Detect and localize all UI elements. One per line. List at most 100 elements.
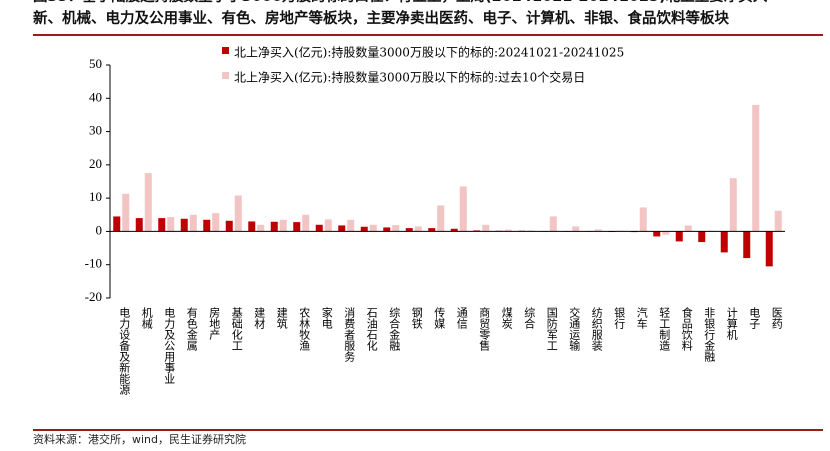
y-tick-label: -10 <box>85 256 102 271</box>
figure-title-line1: 图35：基于陆股通持股数量小于3000万股的标的口径：行业上，上周(202410… <box>33 0 830 8</box>
title-rule <box>33 34 823 36</box>
x-category-label: 房地产 <box>208 307 221 341</box>
bar-series2-电力设备及新能源 <box>122 193 130 232</box>
bar-series2-石油石化 <box>369 224 377 232</box>
bar-series2-综合金融 <box>392 225 400 232</box>
bar-series2-医药 <box>774 210 782 232</box>
bar-series2-汽车 <box>639 207 647 232</box>
x-category-label: 银行 <box>613 306 626 330</box>
x-category-label: 电子 <box>748 307 761 329</box>
legend-label-1: 北上净买入(亿元):持股数量3000万股以下的标的:20241021-20241… <box>234 45 624 60</box>
x-category-label: 建筑 <box>275 306 288 329</box>
x-category-label: 煤炭 <box>500 307 513 330</box>
bar-series1-电力设备及新能源 <box>113 216 121 232</box>
x-category-label: 消费者服务 <box>343 306 356 362</box>
legend-swatch-2 <box>222 72 229 79</box>
bar-series2-家电 <box>324 219 332 232</box>
x-category-label: 钢铁 <box>410 307 423 329</box>
bar-series2-通信 <box>459 186 467 232</box>
bar-series2-消费者服务 <box>347 219 355 232</box>
bar-series1-食品饮料 <box>675 231 683 242</box>
bar-series1-电子 <box>743 231 751 259</box>
bar-series1-计算机 <box>720 231 728 253</box>
y-tick-label: 10 <box>89 189 102 204</box>
bar-series2-房地产 <box>212 213 220 232</box>
y-tick-label: 50 <box>89 56 102 71</box>
bar-series1-房地产 <box>203 219 211 232</box>
bar-series1-传媒 <box>428 228 436 232</box>
bar-series2-国防军工 <box>549 216 557 232</box>
bars <box>113 104 782 267</box>
x-category-label: 电力设备及新能源 <box>118 307 131 396</box>
bar-series2-电力及公用事业 <box>167 217 175 232</box>
x-category-label: 有色金属 <box>185 306 198 352</box>
bar-chart: 北上净买入(亿元):持股数量3000万股以下的标的:20241021-20241… <box>85 45 785 396</box>
bar-series1-有色金属 <box>180 218 188 232</box>
x-category-label: 通信 <box>455 307 468 330</box>
x-category-label: 建材 <box>253 306 266 329</box>
bar-series2-轻工制造 <box>662 231 670 235</box>
bar-series2-机械 <box>144 173 152 232</box>
x-category-label: 基础化工 <box>230 307 243 351</box>
x-category-label: 汽车 <box>635 306 648 330</box>
x-category-label: 商贸零售 <box>478 306 491 352</box>
bar-series1-电力及公用事业 <box>158 218 166 232</box>
y-tick-label: 0 <box>96 222 103 237</box>
bar-series2-交通运输 <box>572 226 580 232</box>
bar-series2-传媒 <box>437 205 445 232</box>
legend: 北上净买入(亿元):持股数量3000万股以下的标的:20241021-20241… <box>222 45 624 85</box>
x-category-label: 农林牧渔 <box>298 306 311 352</box>
source-note: 资料来源：港交所，wind，民生证券研究院 <box>33 433 247 446</box>
bar-series1-建材 <box>248 221 256 232</box>
bar-series2-基础化工 <box>234 195 242 232</box>
y-axis: -20 -10 0 10 20 30 40 50 <box>85 56 111 304</box>
y-tick-label: 40 <box>89 89 102 104</box>
source-rule <box>33 429 823 431</box>
x-category-label: 计算机 <box>725 307 738 340</box>
y-tick-label: 30 <box>89 123 102 138</box>
x-category-label: 医药 <box>770 307 783 330</box>
bar-series2-电子 <box>752 104 760 232</box>
y-tick-label: -20 <box>85 289 102 304</box>
bar-series2-建筑 <box>279 219 287 232</box>
x-category-label: 家电 <box>320 306 333 329</box>
bar-series2-食品饮料 <box>684 225 692 232</box>
bar-series1-非银行金融 <box>698 231 706 243</box>
x-category-label: 石油石化 <box>365 307 378 352</box>
x-category-label: 传媒 <box>433 307 446 330</box>
bar-series1-机械 <box>135 218 143 232</box>
bar-series1-综合金融 <box>383 227 391 232</box>
bar-series2-钢铁 <box>414 226 422 232</box>
x-category-label: 轻工制造 <box>658 306 671 351</box>
bar-series1-通信 <box>450 228 458 232</box>
bar-series2-建材 <box>257 224 265 232</box>
x-category-label: 纺织服装 <box>590 306 603 352</box>
bar-series1-建筑 <box>270 221 278 232</box>
bar-series1-钢铁 <box>405 228 413 232</box>
figure-title: 图35：基于陆股通持股数量小于3000万股的标的口径：行业上，上周(202410… <box>33 0 830 30</box>
x-category-label: 食品饮料 <box>680 306 693 352</box>
x-category-label: 电力及公用事业 <box>163 307 176 384</box>
bar-series2-农林牧渔 <box>302 214 310 232</box>
x-category-label: 交通运输 <box>568 306 581 352</box>
legend-label-2: 北上净买入(亿元):持股数量3000万股以下的标的:过去10个交易日 <box>234 70 585 85</box>
bar-series1-医药 <box>765 231 773 267</box>
bar-series2-商贸零售 <box>482 224 490 232</box>
bar-series1-基础化工 <box>225 220 233 232</box>
x-category-label: 国防军工 <box>545 307 558 351</box>
bar-series1-家电 <box>315 224 323 232</box>
x-axis: 电力设备及新能源 机械 电力及公用事业 有色金属 房地产 基础化工 建材 建筑 农林牧渔 家电 消费… <box>110 230 785 396</box>
x-category-label: 非银行金融 <box>703 307 716 363</box>
bar-series2-计算机 <box>729 178 737 232</box>
bar-series1-轻工制造 <box>653 231 661 237</box>
bar-series2-纺织服装 <box>594 229 602 232</box>
y-tick-label: 20 <box>89 156 102 171</box>
bar-series1-石油石化 <box>360 226 368 232</box>
legend-swatch-1 <box>222 47 229 54</box>
x-category-label: 综合金融 <box>388 306 401 352</box>
figure-title-line2: 新、机械、电力及公用事业、有色、房地产等板块，主要净卖出医药、电子、计算机、非银… <box>33 11 729 27</box>
bar-series1-农林牧渔 <box>293 222 301 232</box>
x-category-label: 综合 <box>523 306 536 329</box>
bar-series2-有色金属 <box>189 214 197 232</box>
bar-series1-消费者服务 <box>338 225 346 232</box>
